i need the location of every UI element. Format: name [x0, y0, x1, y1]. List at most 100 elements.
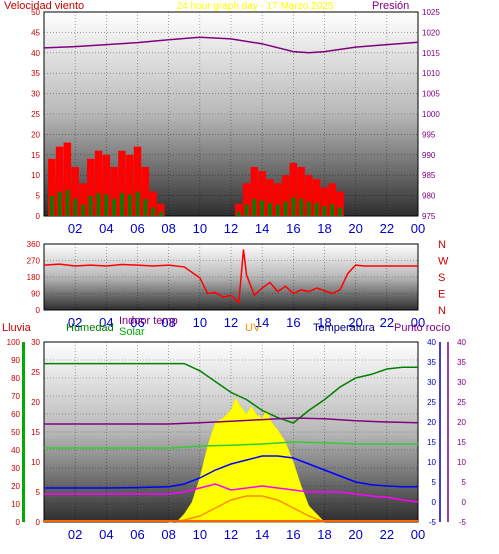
indoor-temp-label: Indoor temp	[119, 315, 178, 327]
compass-label: N	[438, 239, 446, 251]
humidity-tick-label: 25	[31, 368, 40, 377]
dewpoint-tick-label: 5	[462, 478, 467, 487]
wind-axis-label: Velocidad viento	[4, 0, 84, 12]
wind-average-bar	[81, 204, 85, 216]
x-tick-label: 16	[286, 315, 300, 330]
rain-tick-label: 100	[7, 338, 21, 347]
dewpoint-tick-label: 20	[457, 418, 466, 427]
panel-1-grid	[44, 11, 419, 217]
x-tick-label: 20	[348, 315, 362, 330]
wind-average-bar	[57, 191, 62, 216]
wind-average-bar	[120, 193, 124, 216]
wind-speed-bar	[250, 167, 259, 216]
solar-label: Solar	[119, 326, 145, 338]
x-tick-label: 22	[380, 221, 394, 236]
compass-label: S	[438, 272, 445, 284]
pressure-tick-label: 1000	[422, 110, 440, 119]
dewpoint-line	[44, 483, 419, 503]
wind-average-bar	[96, 193, 101, 216]
wind-tick-label: 20	[31, 130, 40, 139]
pressure-tick-label: 990	[422, 151, 436, 160]
wind-average-bar	[275, 204, 280, 216]
dewpoint-tick-label: 35	[457, 358, 466, 367]
pressure-tick-label: 995	[422, 130, 436, 139]
humidity-tick-label: 0	[36, 518, 41, 527]
wind-tick-label: 45	[31, 28, 40, 37]
wind-speed-bar	[87, 158, 95, 216]
panel-1-marks	[43, 36, 419, 216]
wind-average-bar	[88, 196, 93, 216]
pressure-tick-label: 1005	[422, 90, 440, 99]
wind-speed-bar	[102, 154, 111, 216]
x-tick-label: 12	[224, 527, 238, 542]
temperature-axis-label: Temperatura	[313, 322, 376, 334]
wind-average-bar	[330, 204, 335, 216]
wind-tick-label: 15	[31, 151, 40, 160]
temperature-tick-label: 5	[432, 478, 437, 487]
wind-speed-bar	[336, 191, 344, 216]
x-tick-label: 10	[193, 315, 207, 330]
dewpoint-tick-label: 25	[457, 398, 466, 407]
wind-average-bar	[322, 206, 327, 216]
temperature-tick-label: 0	[432, 498, 437, 507]
dewpoint-tick-label: 15	[457, 438, 466, 447]
wind-average-bar	[314, 203, 319, 216]
wind-average-bar	[268, 203, 272, 216]
wind-speed-bar	[305, 175, 313, 216]
x-tick-label: 06	[130, 221, 144, 236]
x-tick-label: 06	[130, 527, 144, 542]
wind-average-bar	[338, 207, 342, 216]
wind-tick-label: 35	[31, 69, 40, 78]
wind-speed-bar	[71, 167, 79, 216]
wind-speed-bar	[242, 183, 251, 216]
x-tick-label: 06	[130, 315, 144, 330]
wind-speed-bar	[79, 183, 87, 216]
rain-axis-label: Lluvia	[2, 322, 32, 334]
solar-line	[44, 441, 418, 449]
rain-tick-label: 10	[11, 500, 20, 509]
x-tick-label: 18	[317, 315, 331, 330]
x-tick-label: 02	[68, 527, 82, 542]
wind-speed-bar	[118, 150, 126, 216]
panel-3-marks	[22, 342, 449, 523]
wind-average-bar	[151, 207, 155, 216]
pressure-tick-label: 975	[422, 212, 436, 221]
wind-speed-bar	[94, 150, 103, 216]
rain-tick-label: 70	[11, 392, 20, 401]
x-tick-label: 00	[411, 315, 425, 330]
pressure-line	[43, 36, 419, 54]
wind-average-bar	[252, 198, 257, 216]
wind-speed-bar	[266, 179, 274, 216]
wind-tick-label: 50	[31, 8, 40, 17]
wind-speed-bar	[328, 183, 337, 216]
wind-speed-bar	[157, 203, 165, 216]
rain-tick-label: 60	[11, 410, 20, 419]
x-tick-label: 22	[380, 315, 394, 330]
chart-title: 24 hour graph day - 17 Marzo 2025	[177, 1, 334, 12]
dewpoint-tick-label: 30	[457, 378, 466, 387]
humidity-axis-label: Humedad	[66, 322, 114, 334]
panel-2-grid	[44, 243, 419, 311]
wind-tick-label: 25	[31, 110, 40, 119]
wind-average-bar	[127, 194, 132, 216]
wind-speed-bar	[235, 203, 243, 216]
dewpoint-tick-label: 40	[457, 338, 466, 347]
pressure-tick-label: 1025	[422, 8, 440, 17]
wind-tick-label: 10	[31, 171, 40, 180]
humidity-tick-label: 15	[31, 428, 40, 437]
wind-average-bar	[104, 194, 109, 216]
wind-speed-bar	[289, 162, 298, 216]
pressure-tick-label: 1010	[422, 69, 440, 78]
wind-average-bar	[244, 204, 249, 216]
pressure-tick-label: 980	[422, 192, 436, 201]
rain-axis-bar	[22, 342, 25, 522]
x-tick-label: 04	[99, 527, 113, 542]
wind-speed-bar	[63, 142, 72, 216]
compass-label: W	[438, 256, 449, 268]
panel-2-marks	[43, 249, 418, 305]
wind-speed-bar	[281, 175, 290, 216]
wind-average-bar	[159, 211, 163, 216]
x-tick-label: 10	[193, 527, 207, 542]
wind-speed-bar	[297, 167, 305, 216]
